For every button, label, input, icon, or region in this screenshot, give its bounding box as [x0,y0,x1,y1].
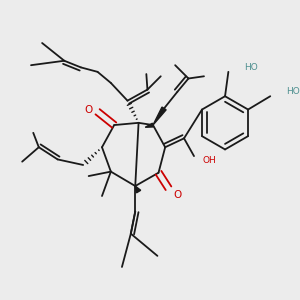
Text: O: O [173,190,182,200]
Polygon shape [153,107,166,125]
Text: HO: HO [244,63,258,72]
Polygon shape [135,186,141,193]
Text: HO: HO [286,87,299,96]
Text: OH: OH [203,156,217,165]
Text: O: O [85,104,93,115]
Polygon shape [145,123,154,127]
